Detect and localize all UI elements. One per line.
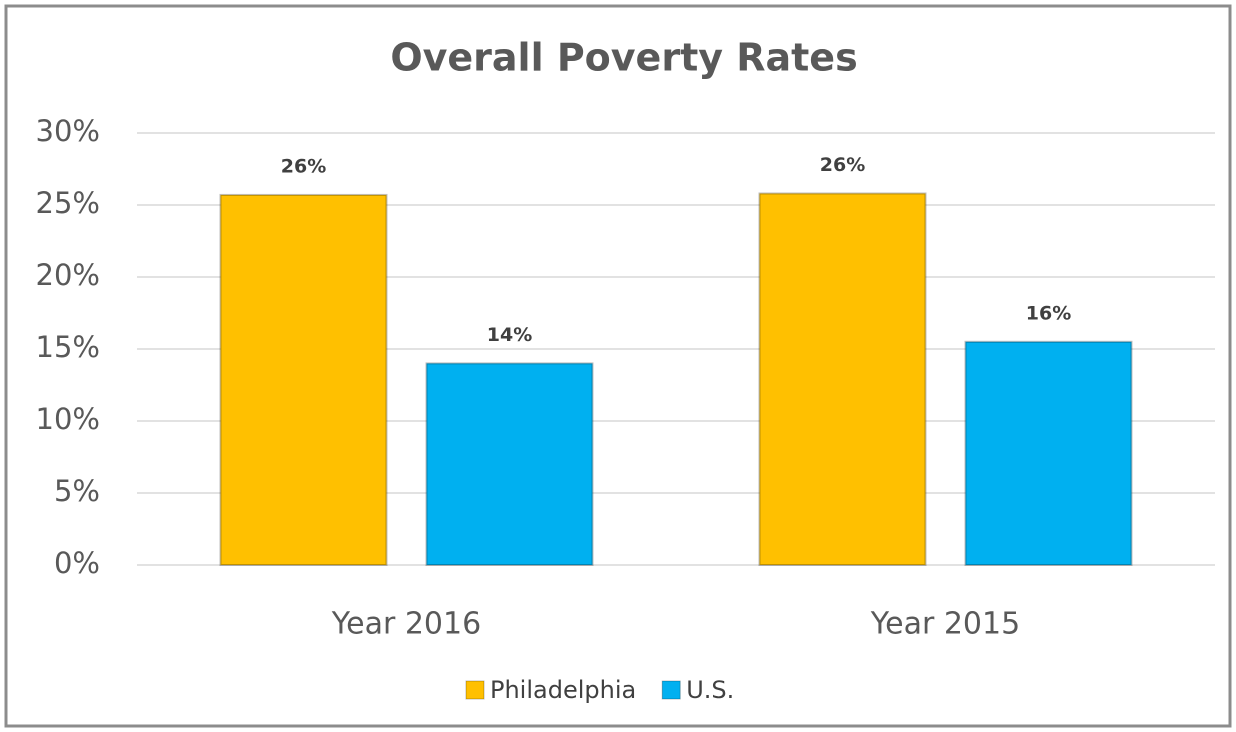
x-tick-label: Year 2015 xyxy=(870,607,1020,642)
bar xyxy=(758,192,927,566)
bar xyxy=(964,340,1133,566)
y-tick-label: 25% xyxy=(36,186,100,220)
value-label: 26% xyxy=(820,154,865,176)
y-tick-label: 5% xyxy=(54,474,100,508)
bar xyxy=(219,193,388,566)
y-tick-label: 0% xyxy=(54,546,100,580)
chart-title: Overall Poverty Rates xyxy=(390,36,857,80)
bar xyxy=(425,362,594,566)
legend-label: U.S. xyxy=(686,676,734,704)
y-tick-label: 10% xyxy=(36,402,100,436)
x-tick-label: Year 2016 xyxy=(331,607,481,642)
value-label: 16% xyxy=(1026,302,1071,324)
y-tick-label: 15% xyxy=(36,330,100,364)
y-tick-label: 20% xyxy=(36,258,100,292)
y-tick-label: 30% xyxy=(36,114,100,148)
legend-swatch xyxy=(661,680,681,700)
value-label: 14% xyxy=(487,324,532,346)
value-label: 26% xyxy=(281,155,326,177)
legend-swatch xyxy=(465,680,485,700)
legend-label: Philadelphia xyxy=(490,676,636,704)
